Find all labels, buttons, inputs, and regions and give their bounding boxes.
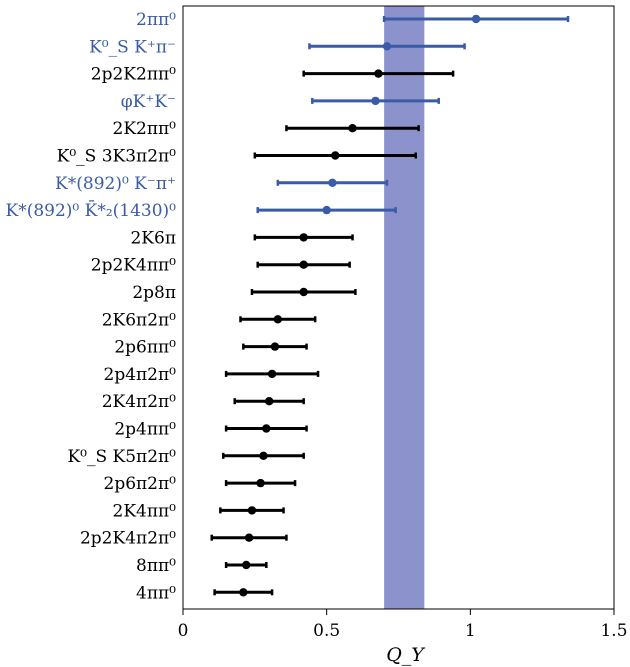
- data-point: [371, 96, 380, 106]
- error-bar-row: [239, 315, 317, 324]
- error-bar-row: [253, 233, 354, 242]
- data-point: [273, 315, 283, 324]
- data-point: [328, 178, 337, 187]
- error-bar-row: [311, 96, 440, 106]
- category-label: K⁰_S 3K3π2π⁰: [57, 147, 177, 167]
- data-point: [267, 369, 277, 379]
- x-tick-label: 1: [465, 621, 476, 641]
- error-bar-row: [224, 424, 308, 433]
- data-point: [239, 588, 248, 597]
- category-label: 2p2K4ππ⁰: [91, 256, 176, 276]
- data-point: [299, 287, 308, 297]
- error-bar-row: [242, 342, 308, 351]
- category-label: 8ππ⁰: [136, 556, 176, 576]
- category-label: K⁰_S K⁺π⁻: [89, 37, 176, 57]
- error-bar-row: [210, 533, 288, 542]
- error-bar-row: [224, 560, 268, 570]
- x-axis-title: Q_Υ: [386, 644, 426, 666]
- category-label: 2K2ππ⁰: [113, 119, 177, 139]
- category-label: 4ππ⁰: [136, 583, 176, 603]
- category-label: 2p4π2π⁰: [104, 365, 177, 385]
- category-label: 2p6π2π⁰: [104, 474, 177, 494]
- category-label: 2K6π2π⁰: [102, 310, 176, 330]
- error-bar-row: [253, 151, 417, 160]
- error-bar-row: [250, 287, 357, 297]
- data-point: [322, 205, 331, 215]
- plot-frame: [182, 5, 615, 610]
- error-bars-layer: [210, 14, 570, 597]
- error-bar-row: [224, 478, 297, 488]
- data-point: [247, 506, 257, 515]
- category-label: 2p6ππ⁰: [114, 338, 176, 358]
- data-point: [270, 342, 280, 351]
- error-bar-row: [308, 42, 466, 51]
- error-bar-row: [276, 178, 389, 187]
- category-label: 2K4π2π⁰: [102, 392, 176, 412]
- error-bar-row: [285, 124, 420, 133]
- category-label: 2K6π: [130, 228, 176, 248]
- data-point: [299, 260, 308, 269]
- axes-layer: 0 0.5 1 1.5: [178, 5, 628, 641]
- error-bar-row: [221, 451, 305, 460]
- category-label: 2ππ⁰: [136, 10, 176, 30]
- category-label: φK⁺K⁻: [121, 92, 176, 112]
- category-label: K*(892)⁰ K⁻π⁺: [55, 174, 176, 194]
- data-point: [348, 124, 357, 133]
- data-point: [374, 69, 383, 78]
- data-point: [262, 424, 271, 433]
- data-point: [256, 478, 265, 488]
- error-bar-row: [233, 397, 305, 406]
- error-bar-row: [256, 260, 351, 269]
- reference-band: [384, 6, 425, 609]
- category-label: 2p2K2ππ⁰: [91, 65, 176, 85]
- category-label: 2p8π: [132, 283, 176, 303]
- category-label: K*(892)⁰ K̄*₂(1430)⁰: [6, 199, 177, 221]
- error-bar-row: [256, 205, 397, 215]
- data-point: [299, 233, 308, 242]
- data-point: [471, 14, 481, 24]
- category-label: K⁰_S K5π2π⁰: [67, 447, 176, 467]
- x-tick-label: 0.5: [313, 621, 340, 641]
- category-label: 2p4ππ⁰: [114, 420, 176, 440]
- category-label: 2K4ππ⁰: [113, 501, 177, 521]
- category-label: 2p2K4π2π⁰: [80, 529, 176, 549]
- x-tick-label: 1.5: [600, 621, 627, 641]
- data-point: [382, 42, 392, 51]
- x-tick-label: 0: [178, 621, 189, 641]
- data-point: [265, 397, 274, 406]
- error-bar-row: [382, 14, 570, 24]
- data-point: [242, 560, 251, 570]
- band-layer: [384, 6, 425, 609]
- error-bar-row: [213, 588, 274, 597]
- error-bar-row: [302, 69, 455, 78]
- category-labels-layer: 2ππ⁰ K⁰_S K⁺π⁻ 2p2K2ππ⁰ φK⁺K⁻ 2K2ππ⁰ K⁰_S 3K3…: [6, 10, 177, 603]
- error-bar-row: [224, 369, 320, 379]
- data-point: [331, 151, 340, 160]
- error-bar-row: [219, 506, 285, 515]
- data-point: [259, 451, 268, 460]
- data-point: [244, 533, 254, 542]
